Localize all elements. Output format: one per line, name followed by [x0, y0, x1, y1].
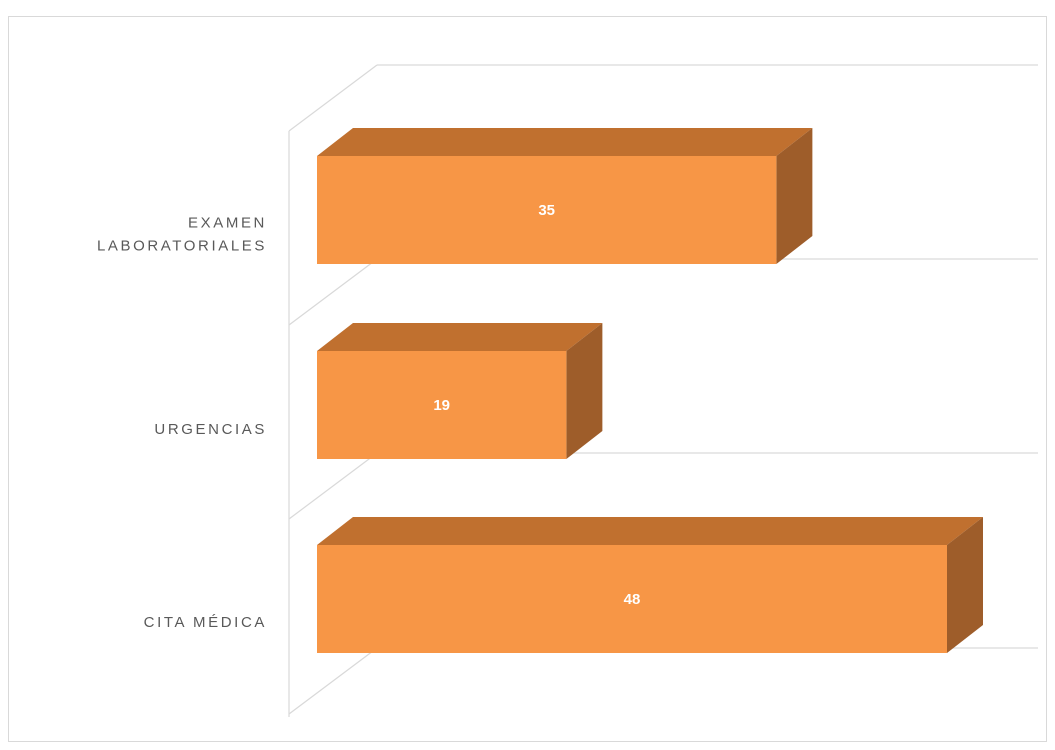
gridline-depth: [288, 258, 378, 326]
bar-top-face: [317, 517, 983, 545]
bar: [317, 156, 777, 264]
category-label: LABORATORIALES: [97, 238, 267, 255]
data-label: 35: [538, 202, 555, 219]
bar: [317, 545, 947, 653]
bar-chart-3d: 48 CITA MÉDICA 19 URGENCIAS 35 EXAMEN LABORATO…: [97, 64, 1038, 717]
bar-side-face: [566, 323, 603, 459]
bar-side-face: [776, 128, 813, 264]
category-label: EXAMEN: [188, 215, 267, 232]
bar-top-face: [317, 128, 813, 156]
category-label: URGENCIAS: [154, 421, 267, 438]
bar: [317, 351, 567, 459]
gridline-depth: [288, 647, 378, 715]
data-label: 48: [624, 591, 641, 608]
data-label: 19: [433, 397, 450, 414]
gridline-depth: [288, 64, 378, 132]
bar-top-face: [317, 323, 603, 351]
bar-side-face: [947, 517, 983, 653]
gridline-depth: [288, 452, 378, 520]
category-label: CITA MÉDICA: [144, 614, 267, 631]
chart-area: 48 CITA MÉDICA 19 URGENCIAS 35 EXAMEN LABORATO…: [8, 16, 1047, 742]
